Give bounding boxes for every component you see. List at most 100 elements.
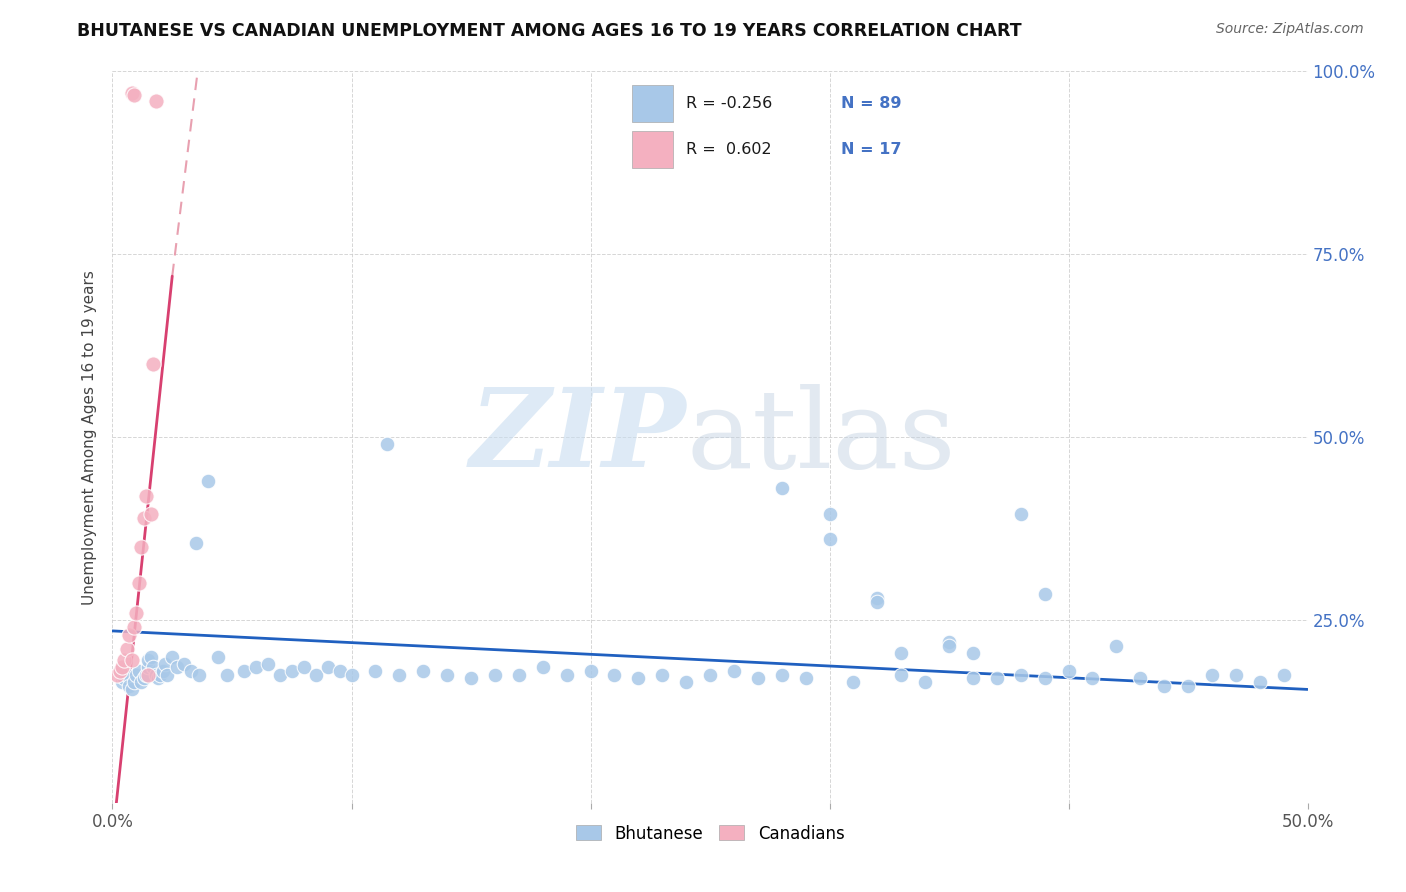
Text: atlas: atlas [686, 384, 956, 491]
Point [108, 664, 131, 678]
Point [187, 667, 209, 681]
Point [115, 667, 138, 681]
Text: R = -0.256: R = -0.256 [686, 96, 772, 111]
Point [118, 627, 141, 641]
Text: BHUTANESE VS CANADIAN UNEMPLOYMENT AMONG AGES 16 TO 19 YEARS CORRELATION CHART: BHUTANESE VS CANADIAN UNEMPLOYMENT AMONG… [77, 22, 1022, 40]
Point [1249, 675, 1271, 690]
Point [269, 667, 291, 681]
Point [114, 672, 135, 686]
Point [142, 660, 165, 674]
Point [173, 657, 195, 671]
Point [1057, 664, 1080, 678]
Point [1201, 667, 1223, 681]
Point [114, 653, 135, 667]
Text: ZIP: ZIP [470, 384, 686, 491]
Point [207, 649, 229, 664]
Point [281, 664, 304, 678]
Point [866, 594, 889, 608]
Point [135, 489, 157, 503]
Point [986, 672, 1008, 686]
Point [699, 667, 721, 681]
Point [938, 639, 960, 653]
Bar [633, 131, 672, 168]
Point [125, 606, 148, 620]
Legend: Bhutanese, Canadians: Bhutanese, Canadians [569, 818, 851, 849]
Point [152, 664, 174, 678]
Point [149, 667, 172, 681]
Point [627, 672, 650, 686]
Point [794, 672, 817, 686]
Text: N = 17: N = 17 [841, 142, 901, 157]
Point [1033, 587, 1056, 601]
Point [329, 664, 352, 678]
Point [842, 675, 865, 690]
Point [121, 87, 143, 101]
Point [555, 667, 578, 681]
Point [129, 540, 152, 554]
Point [132, 510, 155, 524]
Point [233, 664, 256, 678]
Point [938, 635, 960, 649]
Point [128, 576, 150, 591]
Point [723, 664, 745, 678]
Point [1081, 672, 1104, 686]
Point [135, 667, 157, 681]
Point [388, 667, 411, 681]
Point [484, 667, 506, 681]
Point [180, 664, 202, 678]
Point [105, 667, 128, 681]
Point [153, 657, 176, 671]
Point [866, 591, 889, 605]
Point [217, 667, 239, 681]
Point [1033, 672, 1056, 686]
Point [1105, 639, 1128, 653]
Point [138, 667, 160, 681]
Point [122, 88, 145, 103]
Point [121, 653, 143, 667]
Bar [633, 85, 672, 122]
Point [115, 642, 138, 657]
Point [108, 664, 131, 678]
Point [1010, 507, 1032, 521]
Point [1129, 672, 1152, 686]
Point [914, 675, 936, 690]
Point [122, 675, 145, 690]
Point [531, 660, 554, 674]
Point [1225, 667, 1247, 681]
Point [111, 675, 134, 690]
Point [603, 667, 626, 681]
Point [128, 664, 150, 678]
Point [138, 653, 160, 667]
Point [118, 679, 141, 693]
Point [890, 667, 912, 681]
Point [675, 675, 697, 690]
Point [962, 646, 984, 660]
Point [1010, 667, 1032, 681]
Point [139, 649, 162, 664]
Point [146, 672, 169, 686]
Point [142, 357, 165, 371]
Point [1177, 679, 1199, 693]
Point [139, 507, 162, 521]
Point [412, 664, 434, 678]
Point [125, 667, 148, 681]
Point [818, 507, 841, 521]
Point [316, 660, 339, 674]
Text: Source: ZipAtlas.com: Source: ZipAtlas.com [1216, 22, 1364, 37]
Point [1272, 667, 1295, 681]
Point [1153, 679, 1175, 693]
Point [508, 667, 530, 681]
Point [132, 672, 155, 686]
Point [770, 667, 793, 681]
Point [818, 533, 841, 547]
Point [460, 672, 482, 686]
Point [145, 94, 167, 108]
Point [292, 660, 315, 674]
Point [364, 664, 387, 678]
Point [121, 682, 143, 697]
Point [245, 660, 267, 674]
Point [122, 620, 145, 634]
Point [890, 646, 912, 660]
Point [129, 675, 152, 690]
Text: R =  0.602: R = 0.602 [686, 142, 772, 157]
